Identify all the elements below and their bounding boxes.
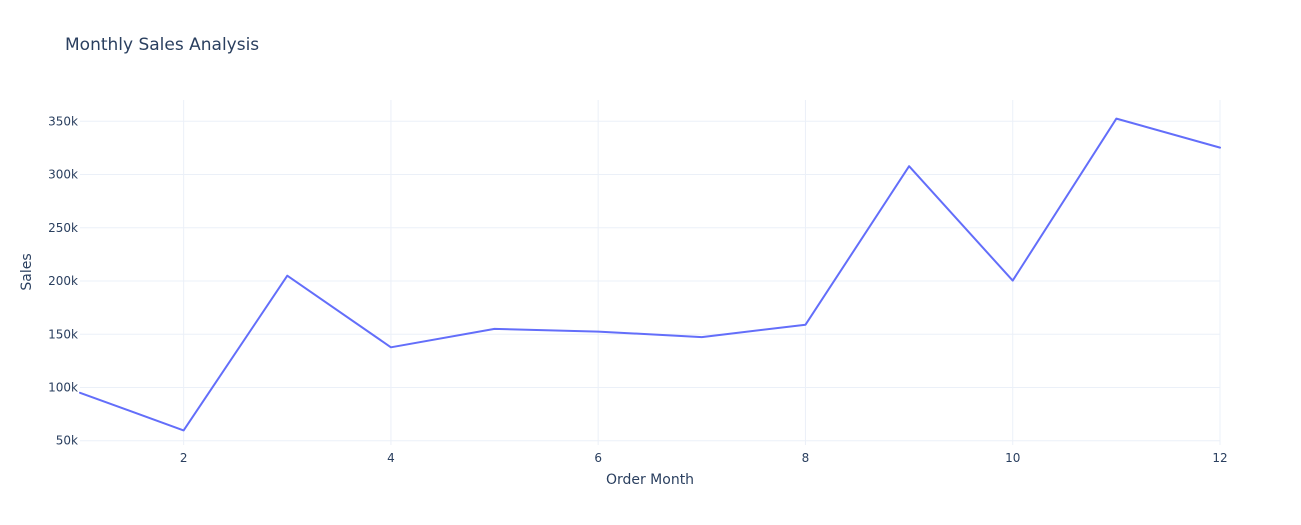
x-tick-label: 2 [180,451,188,465]
y-tick-label: 100k [48,381,78,395]
y-tick-label: 300k [48,168,78,182]
x-axis-ticks: 2 4 6 8 10 12 [180,451,1228,465]
x-tick-label: 12 [1212,451,1227,465]
x-tick-label: 4 [387,451,395,465]
series-line [79,117,1221,432]
y-tick-label: 250k [48,221,78,235]
y-tick-label: 50k [56,434,78,448]
y-tick-label: 150k [48,327,78,341]
y-tick-label: 350k [48,114,78,128]
chart-title: Monthly Sales Analysis [65,35,259,55]
series-layer [79,117,1221,432]
y-axis-ticks: 50k 100k 150k 200k 250k 300k 350k [48,114,78,447]
x-tick-label: 10 [1005,451,1020,465]
y-tick-label: 200k [48,274,78,288]
y-axis-title: Sales [19,253,35,290]
x-tick-label: 8 [802,451,810,465]
x-tick-label: 6 [594,451,602,465]
x-axis-title: Order Month [606,472,694,488]
